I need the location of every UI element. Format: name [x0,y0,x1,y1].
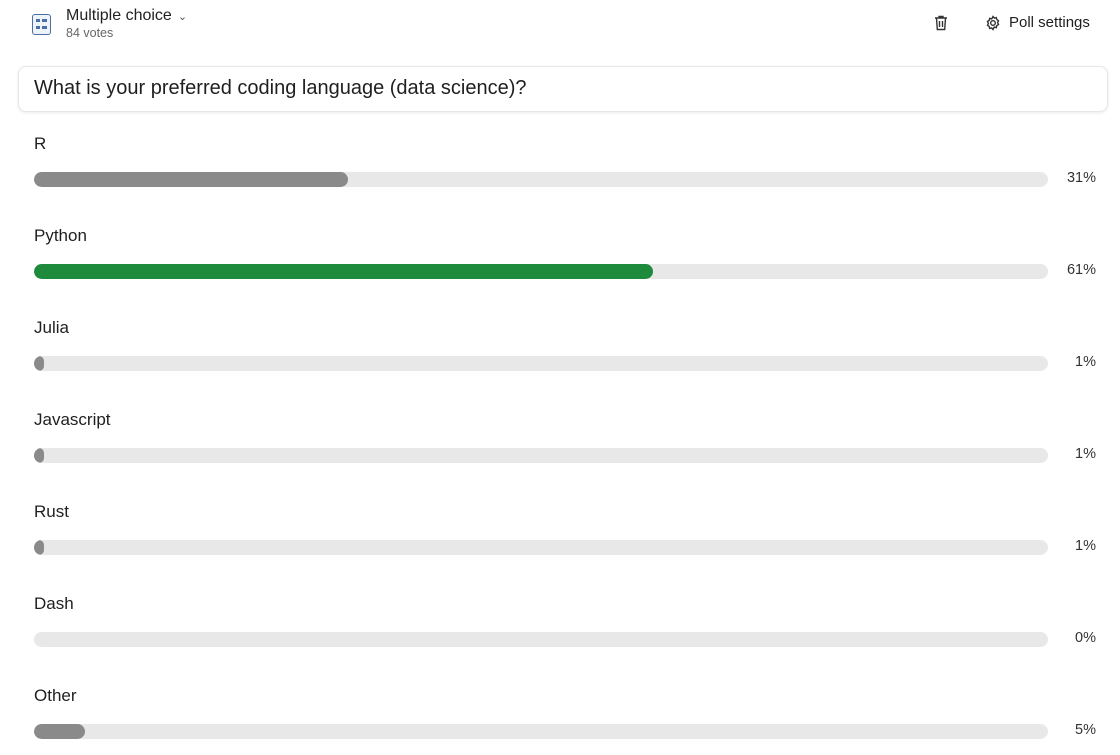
trash-icon [935,15,947,31]
option-result-bar [34,540,1048,555]
option-label: Other [34,686,77,705]
option-percent: 1% [1075,354,1096,370]
option-percent: 1% [1075,538,1096,554]
option-percent: 1% [1075,446,1096,462]
option-result-fill [34,264,653,279]
poll-type-dropdown[interactable]: Multiple choice ⌄ [66,7,187,25]
poll-option: Other 5% [34,686,1096,739]
poll-option: Dash 0% [34,594,1096,647]
option-result-bar [34,172,1048,187]
poll-settings-button[interactable]: Poll settings [985,14,1090,31]
poll-option: Javascript 1% [34,410,1096,463]
option-label: Rust [34,502,69,521]
option-percent: 61% [1066,262,1096,278]
poll-question: What is your preferred coding language (… [18,66,1108,112]
option-result-bar [34,632,1048,647]
option-label: Dash [34,594,74,613]
option-percent: 31% [1066,170,1096,186]
poll-option: Julia 1% [34,318,1096,371]
option-percent: 0% [1075,630,1096,646]
poll-type-label: Multiple choice [66,7,172,24]
vote-count: 84 votes [66,26,114,40]
delete-button[interactable] [934,15,948,36]
option-label: R [34,134,47,153]
gear-icon [986,14,1000,31]
option-label: Javascript [34,410,111,429]
poll-option: R 31% [34,134,1096,187]
option-result-fill [34,448,45,463]
poll-option: Python 61% [34,226,1096,279]
option-result-bar [34,264,1048,279]
option-result-bar [34,356,1048,371]
poll-list-icon [32,14,51,35]
option-result-fill [34,540,45,555]
option-result-fill [34,724,85,739]
option-result-bar [34,448,1048,463]
option-result-fill [34,356,45,371]
poll-settings-label: Poll settings [1009,14,1090,31]
option-result-fill [34,172,349,187]
chevron-down-icon: ⌄ [177,11,188,23]
option-result-bar [34,724,1048,739]
poll-option: Rust 1% [34,502,1096,555]
option-label: Python [34,226,87,245]
option-percent: 5% [1075,722,1096,738]
option-label: Julia [34,318,69,337]
